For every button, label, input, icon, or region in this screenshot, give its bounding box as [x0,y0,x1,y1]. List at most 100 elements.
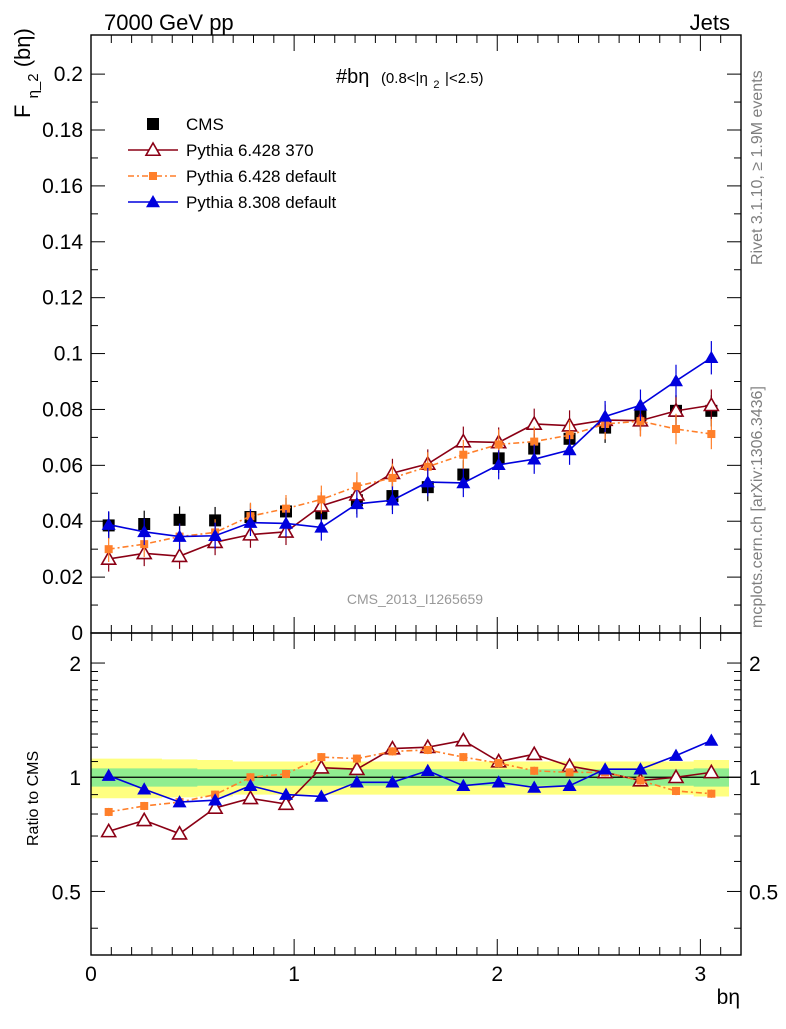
x-tick-label: 3 [695,963,707,986]
y-tick-label-main: 0.12 [42,287,83,310]
data-point [669,373,683,387]
main-title-sub: (0.8<|η [381,70,428,87]
ratio-point [702,763,720,779]
data-point [636,417,645,426]
ratio-point [100,822,118,838]
y-tick-label-main: 0.1 [54,343,83,366]
y-tick-label-main: 0.08 [42,398,83,421]
data-point [456,475,471,489]
legend-label: Pythia 8.308 default [186,193,337,212]
main-title: #bη (0.8<|η 2 |<2.5) [336,66,484,93]
y-tick-label-ratio-right: 1 [749,767,761,790]
data-point [171,547,188,563]
data-point [423,462,432,471]
data-point [352,482,361,491]
ratio-point [707,789,716,798]
ratio-point [704,733,719,746]
x-tick-label: 0 [85,963,97,986]
y-tick-label-ratio-right: 2 [749,653,761,676]
ratio-point [459,753,468,762]
ratio-point [669,748,683,761]
main-ylabel-end: (bη) [10,28,35,67]
data-point [702,396,720,412]
ratio-point [140,801,149,810]
data-point [385,493,400,506]
watermark: CMS_2013_I1265659 [347,591,483,607]
x-tick-label: 2 [491,963,503,986]
main-axis-ticks: 0 0.02 0.04 0.06 0.08 0.1 0.12 0.14 0.16 0.18 0.2 [42,35,742,645]
ratio-point [388,747,397,756]
data-point [530,437,539,446]
ratio-point [242,789,259,805]
data-point [279,516,293,529]
ratio-point [277,795,295,811]
y-tick-label-ratio-right: 0.5 [749,881,778,904]
y-tick-label-ratio: 2 [69,653,81,676]
legend-marker [147,118,159,130]
data-point [243,515,258,528]
ratio-line [108,739,712,803]
y-tick-label-main: 0.02 [42,566,83,589]
data-point [173,513,186,526]
ratio-point [243,778,258,791]
data-point [317,495,326,504]
ratio-point [246,773,255,782]
data-point [388,473,397,482]
y-tick-label-main: 0.18 [42,119,83,142]
ratio-point [314,789,329,802]
ratio-point [104,807,113,816]
x-axis-label: bη [717,986,740,1009]
ratio-point [527,780,542,793]
y-tick-label-ratio: 1 [69,767,81,790]
data-point [104,545,113,554]
data-point [101,517,116,530]
ratio-point [208,793,223,806]
series-ratio-2 [101,733,719,808]
data-point [208,528,223,542]
jets-label: Jets [690,10,730,35]
ratio-point [279,787,293,800]
y-tick-label-main: 0.04 [42,510,83,533]
legend-marker [149,172,157,180]
data-point [527,452,542,465]
main-ylabel: F η_2 (bη) [10,28,43,118]
rivet-label: Rivet 3.1.10, ≥ 1.9M events [749,70,766,265]
ratio-point [672,786,680,795]
legend-marker [146,195,160,208]
energy-label: 7000 GeV pp [104,10,234,35]
legend-marker [144,141,162,157]
main-panel: 00.020.040.060.080.10.120.140.160.180.2 … [10,28,742,645]
main-ylabel-sub: η_2 [25,73,42,98]
legend-label: Pythia 6.428 370 [186,141,314,160]
data-point [707,430,716,439]
data-point [459,450,468,459]
ratio-point [101,768,116,781]
ratio-point [598,762,613,775]
y-tick-label-main: 0.14 [42,231,83,254]
ratio-ylabel: Ratio to CMS [25,751,42,846]
ratio-point [565,768,574,777]
ratio-point [172,795,187,808]
y-tick-label-main: 0.2 [54,63,83,86]
ratio-point [491,775,506,788]
ratio-point [282,769,290,778]
legend-label: CMS [186,115,224,134]
ratio-frame [90,632,742,956]
data-point [282,504,290,513]
data-point [420,475,435,488]
data-point [172,529,187,542]
ratio-point [423,745,432,754]
main-title-subsub: 2 [433,79,439,91]
ratio-point [667,768,685,784]
data-point [562,442,577,456]
main-ylabel-main: F [10,105,35,118]
ratio-point [171,825,188,840]
ratio-point [494,759,503,768]
data-point [491,457,506,471]
ratio-point [454,731,472,747]
y-tick-label-main: 0.16 [42,175,83,198]
legend: CMS Pythia 6.428 370 Pythia 6.428 default P… [128,115,337,212]
legend-label: Pythia 6.428 default [186,167,337,186]
ratio-point [525,745,543,761]
ratio-point [137,782,152,795]
